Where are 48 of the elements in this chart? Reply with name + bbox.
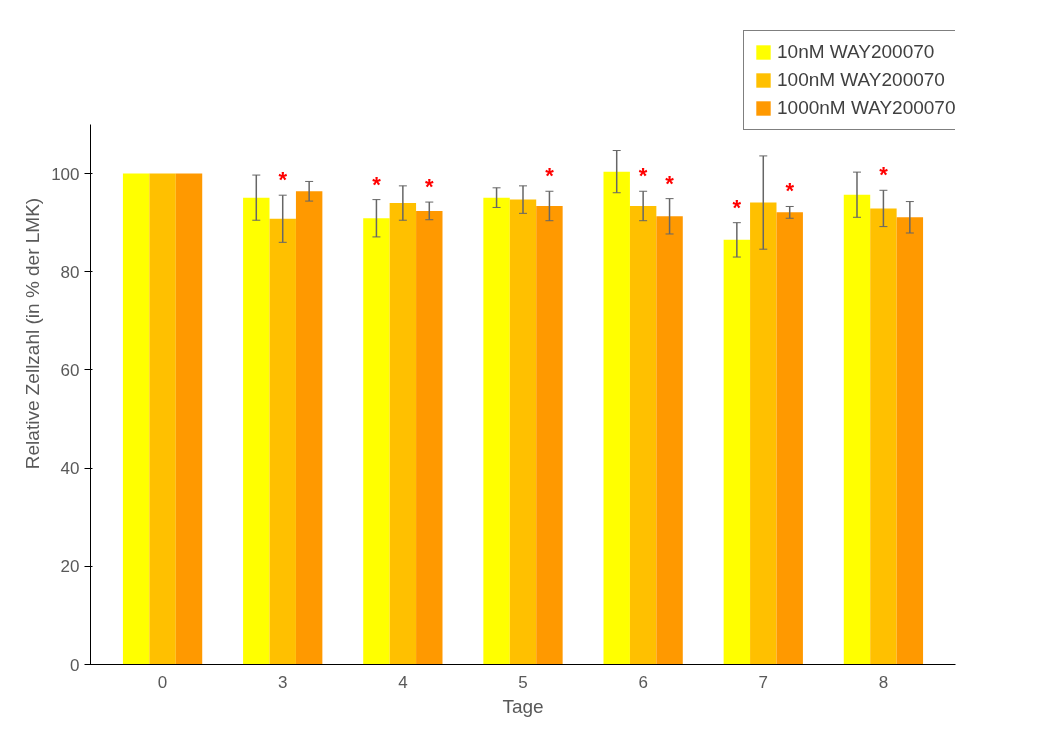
- legend-label: 10nM WAY200070: [777, 41, 935, 63]
- legend-label: 100nM WAY200070: [777, 69, 945, 91]
- annotation: *: [638, 163, 648, 189]
- bar: [295, 191, 323, 665]
- annotation: *: [732, 194, 742, 220]
- bar: [175, 173, 203, 665]
- y-tick-label: 80: [60, 262, 80, 282]
- annotation: *: [425, 174, 435, 200]
- bar: [629, 205, 657, 665]
- y-tick-label: 0: [70, 655, 80, 675]
- x-axis-title: Tage: [502, 695, 544, 717]
- bar: [603, 171, 630, 665]
- bar: [269, 218, 296, 665]
- x-tick-label: 7: [758, 672, 769, 692]
- bar: [656, 216, 683, 665]
- y-tick-label: 60: [60, 360, 80, 380]
- bar: [723, 239, 751, 665]
- bar: [363, 218, 390, 665]
- y-tick-label: 40: [60, 459, 80, 479]
- y-axis-title: Relative Zellzahl (in % der LMK): [22, 197, 44, 470]
- bar: [843, 194, 871, 665]
- bar: [870, 208, 897, 665]
- y-tick-label: 20: [60, 557, 80, 577]
- bar: [536, 205, 563, 665]
- annotation: *: [372, 171, 382, 197]
- y-tick-label: 100: [51, 164, 80, 184]
- bar: [389, 203, 417, 665]
- bar: [483, 197, 510, 665]
- x-tick-label: 5: [518, 672, 528, 692]
- x-tick-label: 0: [157, 672, 168, 692]
- legend-label: 1000nM WAY200070: [777, 97, 956, 119]
- bar: [750, 202, 777, 665]
- x-tick-label: 3: [277, 672, 288, 692]
- annotation: *: [879, 162, 889, 188]
- annotation: *: [545, 163, 555, 189]
- bar: [149, 173, 176, 665]
- bar: [509, 199, 537, 665]
- annotation: *: [665, 170, 675, 196]
- bar: [122, 173, 150, 665]
- bar: [776, 212, 803, 665]
- bar: [243, 197, 270, 665]
- x-tick-label: 6: [638, 672, 648, 692]
- x-tick-label: 8: [878, 672, 889, 692]
- bar: [896, 217, 924, 665]
- bar: [416, 210, 443, 665]
- annotation: *: [785, 178, 795, 204]
- annotation: *: [278, 167, 288, 193]
- x-tick-label: 4: [398, 672, 408, 692]
